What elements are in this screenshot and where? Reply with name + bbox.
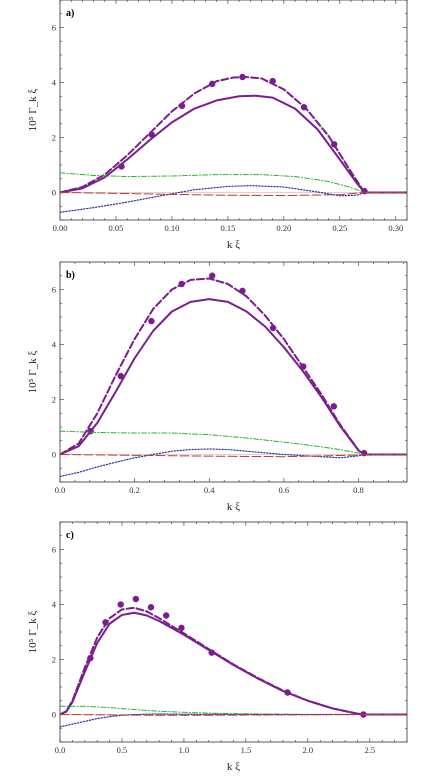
x-tick-label-b: 0.6 bbox=[279, 485, 290, 495]
x-tick-label-c: 1.5 bbox=[241, 745, 252, 755]
panel-label-b: b) bbox=[66, 270, 75, 281]
data-point-c bbox=[147, 604, 155, 611]
panel-a: 0.00 0.05 0.10 0.15 0.20 0.25 0.30 0 2 4 6 a) k ξ 10⁵… bbox=[27, 0, 408, 251]
series-line-dashdot-b bbox=[60, 430, 407, 455]
data-point-b bbox=[148, 317, 155, 325]
data-point-b bbox=[178, 280, 185, 288]
y-tick-label-a: 6 bbox=[52, 23, 56, 33]
data-point-a bbox=[118, 163, 125, 170]
y-tick-label-c: 2 bbox=[52, 655, 56, 665]
y-tick-label-c: 4 bbox=[52, 600, 57, 610]
series-line-dotted-c bbox=[60, 713, 407, 728]
y-tick-label-a: 4 bbox=[52, 78, 57, 88]
data-point-b bbox=[239, 287, 246, 295]
x-tick-label-a: 0.15 bbox=[220, 223, 235, 233]
plot-frame-b bbox=[59, 261, 408, 483]
data-point-c bbox=[132, 595, 140, 603]
series-line-dashed-c bbox=[60, 606, 407, 716]
x-axis-title-c: k ξ bbox=[227, 761, 240, 773]
data-point-c bbox=[284, 689, 291, 696]
x-tick-label-a: 0.20 bbox=[276, 223, 291, 233]
data-point-b bbox=[330, 403, 338, 410]
series-group-a bbox=[60, 73, 407, 213]
data-point-c bbox=[163, 612, 170, 619]
series-line-dashed-b bbox=[60, 277, 407, 456]
x-tick-label-b: 0.4 bbox=[204, 485, 215, 495]
x-tick-label-b: 0.2 bbox=[129, 485, 140, 495]
series-line-longdash-b bbox=[60, 454, 407, 458]
data-point-a bbox=[361, 187, 368, 195]
y-tick-label-b: 0 bbox=[52, 450, 56, 460]
data-point-b bbox=[360, 449, 368, 457]
plot-frame-a bbox=[59, 0, 408, 221]
x-axis-title-a: k ξ bbox=[227, 239, 240, 251]
data-point-c bbox=[117, 601, 124, 608]
panel-label-a: a) bbox=[66, 8, 74, 19]
x-tick-label-b: 0.8 bbox=[353, 485, 364, 495]
x-tick-label-c: 2.5 bbox=[365, 745, 376, 755]
series-line-longdash-a bbox=[60, 192, 407, 197]
x-tick-label-c: 0.5 bbox=[117, 745, 128, 755]
x-tick-label-a: 0.25 bbox=[332, 223, 347, 233]
y-axis-title-a: 10⁵ Γ_k ξ bbox=[27, 89, 39, 132]
panel-c: 0.0 0.5 1.0 1.5 2.0 2.5 0 2 4 6 c) k ξ 10⁵ Γ_k ξ bbox=[27, 521, 408, 773]
data-point-a bbox=[300, 104, 308, 111]
data-point-b bbox=[269, 324, 277, 332]
series-group-b bbox=[60, 272, 407, 478]
series-line-dashed-a bbox=[60, 76, 407, 194]
data-point-b bbox=[87, 427, 94, 435]
y-axis-title-c: 10⁵ Γ_k ξ bbox=[27, 611, 39, 654]
data-point-a bbox=[209, 80, 216, 88]
data-point-b bbox=[209, 272, 216, 279]
plot-frame-c bbox=[59, 521, 408, 743]
y-tick-label-b: 4 bbox=[52, 340, 57, 350]
data-point-c bbox=[87, 654, 94, 662]
series-line-solid-b bbox=[60, 298, 407, 456]
series-line-dotted-a bbox=[60, 185, 407, 213]
y-tick-label-c: 6 bbox=[52, 545, 56, 555]
x-tick-label-b: 0.0 bbox=[55, 485, 66, 495]
x-tick-label-a: 0.00 bbox=[53, 223, 68, 233]
y-tick-label-a: 2 bbox=[52, 133, 56, 143]
x-tick-label-c: 0.0 bbox=[55, 745, 66, 755]
y-tick-label-c: 0 bbox=[52, 710, 56, 720]
data-point-c bbox=[208, 649, 215, 656]
y-tick-label-a: 0 bbox=[52, 188, 56, 198]
data-point-a bbox=[331, 141, 338, 148]
data-point-b bbox=[300, 363, 307, 370]
data-point-a bbox=[269, 77, 276, 85]
data-point-a bbox=[148, 131, 155, 138]
x-tick-label-a: 0.05 bbox=[109, 223, 124, 233]
y-tick-label-b: 2 bbox=[52, 395, 56, 405]
x-axis-title-b: k ξ bbox=[227, 501, 240, 513]
y-axis-title-b: 10⁵ Γ_k ξ bbox=[27, 351, 39, 394]
data-point-a bbox=[178, 102, 186, 110]
data-point-c bbox=[102, 619, 109, 626]
y-tick-label-b: 6 bbox=[52, 285, 56, 295]
data-point-b bbox=[117, 372, 125, 380]
series-line-longdash-c bbox=[60, 714, 407, 716]
x-tick-label-c: 2.0 bbox=[303, 745, 314, 755]
data-point-a bbox=[239, 73, 246, 81]
panel-b: 0.0 0.2 0.4 0.6 0.8 0 2 4 6 b) k ξ 10⁵ Γ_k ξ bbox=[27, 261, 408, 513]
x-tick-label-a: 0.10 bbox=[164, 223, 179, 233]
series-line-dotted-b bbox=[60, 448, 407, 478]
x-tick-label-c: 1.0 bbox=[179, 745, 190, 755]
x-tick-label-a: 0.30 bbox=[388, 223, 403, 233]
panel-label-c: c) bbox=[66, 530, 74, 541]
data-point-c bbox=[178, 624, 185, 632]
series-group-c bbox=[60, 595, 407, 728]
series-line-dashdot-a bbox=[60, 172, 407, 193]
